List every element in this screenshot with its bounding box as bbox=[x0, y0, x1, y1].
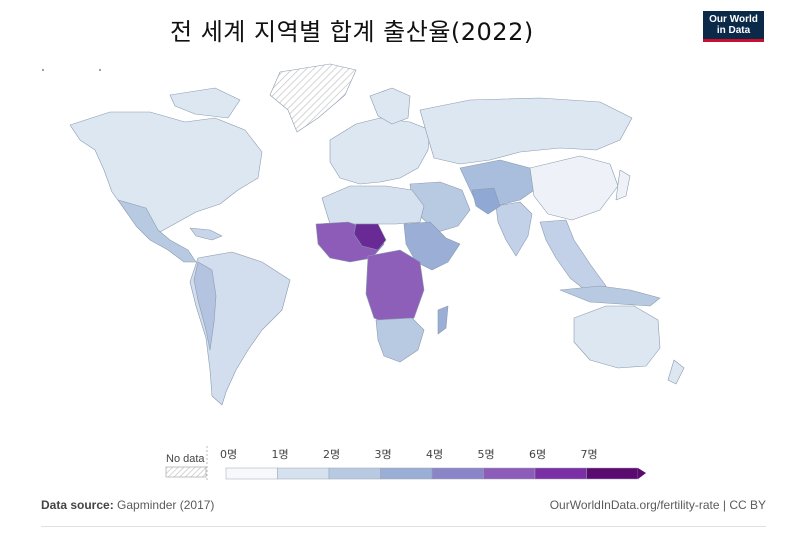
owid-logo[interactable]: Our World in Data bbox=[703, 11, 764, 42]
legend-bin[interactable] bbox=[380, 467, 433, 480]
legend-tick-label: 1명 bbox=[271, 448, 289, 461]
region-madagascar[interactable] bbox=[437, 305, 449, 335]
region-marker-2 bbox=[98, 68, 102, 72]
region-central-america[interactable] bbox=[117, 199, 197, 263]
legend-bins bbox=[225, 467, 639, 480]
color-legend bbox=[165, 446, 646, 480]
region-scandinavia[interactable] bbox=[369, 87, 411, 125]
region-central-africa[interactable] bbox=[365, 249, 425, 327]
no-data-label: No data bbox=[166, 453, 205, 465]
region-europe[interactable] bbox=[329, 117, 431, 185]
region-canada-islands[interactable] bbox=[169, 87, 241, 119]
region-north-africa[interactable] bbox=[321, 185, 425, 225]
region-russia[interactable] bbox=[419, 97, 633, 165]
legend-bin[interactable] bbox=[431, 467, 484, 480]
region-southeast-asia[interactable] bbox=[539, 219, 607, 295]
legend-bin[interactable] bbox=[225, 467, 278, 480]
world-map bbox=[41, 63, 685, 406]
region-niger[interactable] bbox=[353, 223, 387, 251]
legend-tick-label: 7명 bbox=[580, 448, 598, 461]
region-new-zealand[interactable] bbox=[667, 359, 685, 385]
region-indonesia[interactable] bbox=[559, 285, 661, 307]
region-andes[interactable] bbox=[193, 261, 217, 351]
logo-line-2: in Data bbox=[716, 25, 751, 36]
region-east-africa[interactable] bbox=[403, 221, 461, 271]
legend-bin[interactable] bbox=[328, 467, 381, 480]
region-pakistan[interactable] bbox=[471, 187, 501, 215]
region-marker-1 bbox=[41, 68, 45, 72]
region-north-america[interactable] bbox=[69, 111, 263, 233]
legend-tick-label: 4명 bbox=[426, 448, 444, 461]
map-title: 전 세계 지역별 합계 출산율(2022) bbox=[170, 18, 534, 46]
region-east-asia[interactable] bbox=[529, 155, 619, 221]
region-caribbean[interactable] bbox=[189, 227, 223, 241]
source-url[interactable]: OurWorldInData.org/fertility-rate | CC B… bbox=[549, 498, 766, 512]
region-india[interactable] bbox=[495, 201, 533, 257]
no-data-swatch bbox=[165, 466, 207, 478]
legend-tick-label: 3명 bbox=[374, 448, 392, 461]
region-australia[interactable] bbox=[573, 305, 661, 369]
region-greenland[interactable] bbox=[269, 63, 357, 133]
legend-tick-label: 0명 bbox=[220, 448, 238, 461]
legend-tick-label: 6명 bbox=[529, 448, 547, 461]
data-source-label: Data source: bbox=[41, 498, 114, 512]
legend-tick-label: 5명 bbox=[477, 448, 495, 461]
legend-bin[interactable] bbox=[483, 467, 536, 480]
footer-divider bbox=[41, 526, 766, 527]
legend-bin[interactable] bbox=[586, 467, 639, 480]
region-japan[interactable] bbox=[615, 169, 631, 201]
data-source-value: Gapminder (2017) bbox=[117, 498, 215, 512]
region-central-asia[interactable] bbox=[459, 159, 541, 207]
legend-bin[interactable] bbox=[277, 467, 330, 480]
data-source: Data source: Gapminder (2017) bbox=[41, 498, 214, 512]
region-southern-africa[interactable] bbox=[375, 317, 425, 363]
legend-bin[interactable] bbox=[534, 467, 587, 480]
logo-line-1: Our World bbox=[709, 14, 758, 25]
legend-tick-label: 2명 bbox=[323, 448, 341, 461]
legend-arrow bbox=[638, 468, 646, 479]
